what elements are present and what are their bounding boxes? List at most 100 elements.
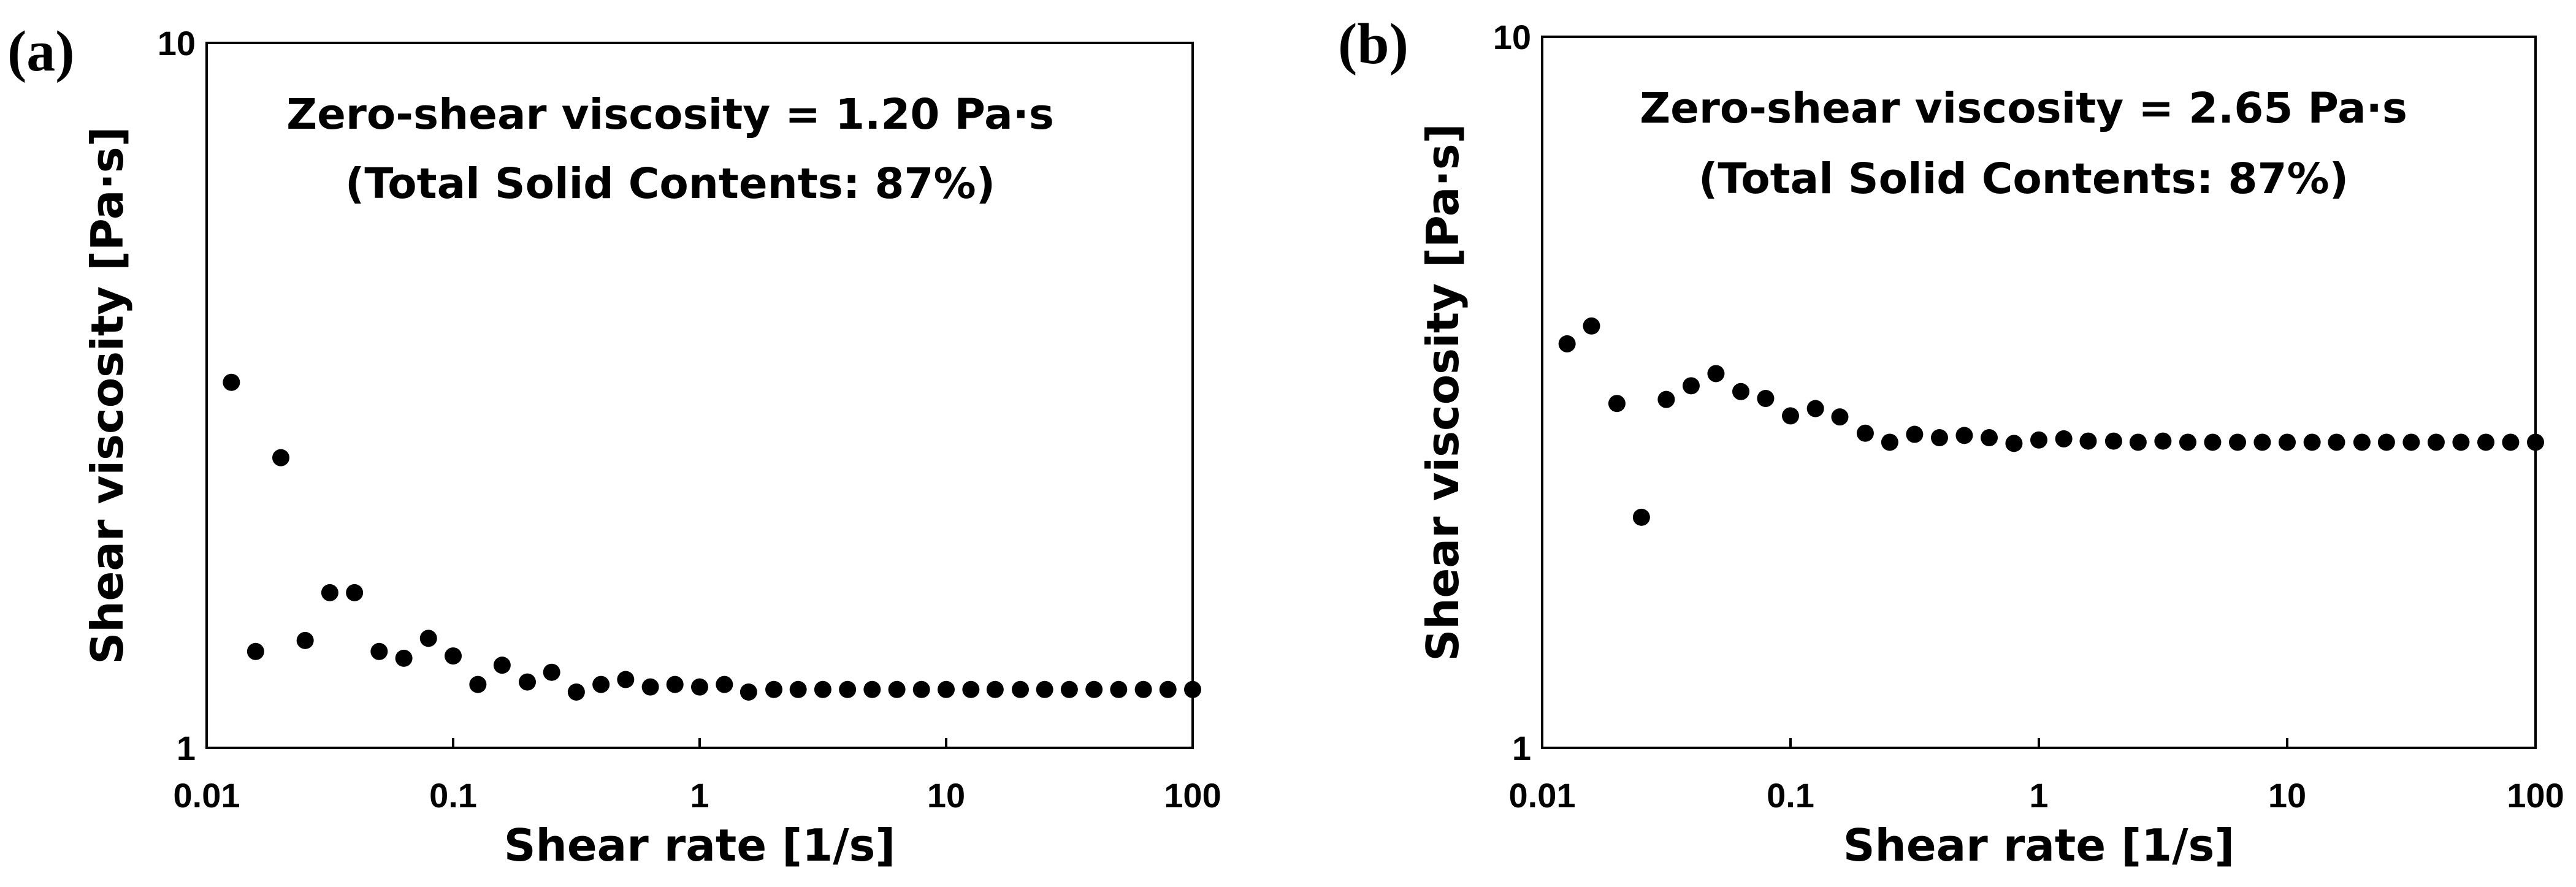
data-point: [1060, 680, 1078, 698]
data-point: [445, 647, 462, 665]
data-point: [346, 584, 364, 601]
data-point: [1085, 680, 1103, 698]
data-point: [839, 680, 857, 698]
data-point: [641, 678, 659, 696]
data-point: [2055, 430, 2073, 447]
y-tick-label: 1: [177, 729, 196, 767]
data-point: [1981, 429, 1998, 447]
data-point: [2477, 433, 2495, 451]
data-point: [2079, 432, 2097, 450]
data-point: [1682, 377, 1700, 395]
data-point: [617, 671, 635, 688]
data-point: [1732, 383, 1750, 400]
data-point: [567, 683, 585, 701]
data-point: [1955, 427, 1973, 444]
data-point: [2328, 433, 2345, 451]
data-point: [740, 683, 757, 701]
y-tick-label: 10: [1493, 18, 1531, 56]
y-axis-title: Shear viscosity [Pa·s]: [82, 126, 133, 664]
x-tick-label: 0.01: [1509, 776, 1576, 815]
y-tick-label: 1: [1512, 729, 1531, 767]
data-point: [691, 678, 708, 696]
data-point: [543, 663, 560, 681]
data-point: [912, 680, 930, 698]
data-point: [1657, 390, 1675, 408]
x-tick-label: 1: [690, 776, 709, 815]
x-tick-label: 10: [2268, 776, 2306, 815]
data-point: [1012, 680, 1030, 698]
data-point: [272, 449, 290, 466]
data-point: [2303, 433, 2321, 451]
data-point: [863, 680, 881, 698]
data-point: [592, 676, 610, 693]
data-point: [789, 680, 807, 698]
data-point: [1159, 680, 1177, 698]
data-point: [2104, 432, 2122, 450]
data-point: [395, 649, 413, 667]
solid-contents-annotation: (Total Solid Contents: 87%): [345, 159, 995, 208]
data-point: [1856, 424, 1874, 442]
x-tick-label: 0.1: [429, 776, 477, 815]
data-point: [2229, 433, 2247, 451]
data-point: [1608, 395, 1626, 413]
data-point: [716, 676, 733, 693]
x-tick-label: 100: [2507, 776, 2564, 815]
data-point: [1757, 390, 1775, 408]
data-point: [321, 584, 338, 601]
panel-label: (a): [7, 20, 75, 83]
x-tick-label: 100: [1164, 776, 1221, 815]
data-point: [370, 642, 388, 660]
zero-shear-annotation: Zero-shear viscosity = 2.65 Pa·s: [1640, 84, 2407, 133]
data-point: [2353, 433, 2371, 451]
data-point: [2279, 433, 2296, 451]
data-point: [2204, 433, 2222, 451]
data-point: [2154, 432, 2172, 450]
data-point: [962, 680, 980, 698]
data-point: [1831, 408, 1849, 426]
data-point: [1036, 680, 1053, 698]
data-point: [986, 680, 1004, 698]
data-point: [1110, 680, 1128, 698]
data-point: [1930, 429, 1948, 447]
data-point: [2179, 433, 2196, 451]
y-axis-title: Shear viscosity [Pa·s]: [1417, 123, 1469, 661]
x-axis-title: Shear rate [1/s]: [504, 820, 896, 871]
data-point: [1806, 400, 1824, 417]
data-point: [2377, 433, 2395, 451]
panel-a: (a) 0.01 0.1 1 10 100 1 10 Shear rate [1/s] Shear…: [7, 20, 1221, 871]
data-point: [1632, 508, 1650, 526]
data-point: [1558, 335, 1576, 352]
data-point: [1707, 365, 1725, 383]
data-point: [493, 657, 511, 674]
data-point: [419, 630, 437, 647]
data-point: [1906, 425, 1924, 443]
panel-b: (b) 0.01 0.1 1 10 100 1 10 Shear rate [1/s] Shear…: [1338, 12, 2564, 871]
data-point: [938, 680, 955, 698]
data-point: [2502, 433, 2520, 451]
data-point: [223, 373, 240, 391]
data-point: [888, 680, 906, 698]
data-point: [2129, 433, 2147, 451]
data-point: [519, 673, 537, 691]
x-tick-label: 0.01: [174, 776, 240, 815]
zero-shear-annotation: Zero-shear viscosity = 1.20 Pa·s: [286, 90, 1054, 139]
data-point: [1881, 433, 1898, 451]
data-point: [1184, 680, 1201, 698]
y-tick-label: 10: [158, 24, 196, 63]
data-point: [296, 631, 314, 649]
data-point: [2527, 433, 2544, 451]
data-point: [247, 642, 264, 660]
data-point: [2402, 433, 2420, 451]
data-point: [2452, 433, 2470, 451]
solid-contents-annotation: (Total Solid Contents: 87%): [1699, 154, 2349, 204]
data-point: [2005, 435, 2023, 452]
data-point: [469, 676, 487, 693]
data-point: [1134, 680, 1152, 698]
x-axis-title: Shear rate [1/s]: [1843, 820, 2235, 871]
data-point: [2427, 433, 2445, 451]
x-tick-label: 10: [927, 776, 965, 815]
data-point: [2253, 433, 2271, 451]
data-point: [765, 680, 783, 698]
x-tick-label: 0.1: [1767, 776, 1814, 815]
